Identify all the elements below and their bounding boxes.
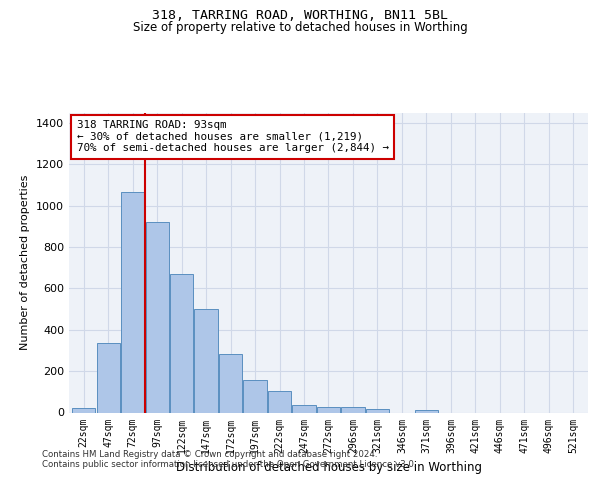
Bar: [268, 391, 291, 412]
Bar: [97, 343, 120, 412]
Bar: [292, 404, 316, 412]
Text: 318, TARRING ROAD, WORTHING, BN11 5BL: 318, TARRING ROAD, WORTHING, BN11 5BL: [152, 9, 448, 22]
Text: 318 TARRING ROAD: 93sqm
← 30% of detached houses are smaller (1,219)
70% of semi: 318 TARRING ROAD: 93sqm ← 30% of detache…: [77, 120, 389, 153]
Bar: [244, 380, 266, 412]
Bar: [219, 354, 242, 412]
Text: Contains HM Land Registry data © Crown copyright and database right 2024.
Contai: Contains HM Land Registry data © Crown c…: [42, 450, 416, 469]
Bar: [72, 408, 95, 412]
Bar: [170, 274, 193, 412]
Bar: [415, 410, 438, 412]
Bar: [194, 309, 218, 412]
X-axis label: Distribution of detached houses by size in Worthing: Distribution of detached houses by size …: [176, 461, 482, 474]
Text: Size of property relative to detached houses in Worthing: Size of property relative to detached ho…: [133, 22, 467, 35]
Bar: [317, 408, 340, 412]
Bar: [146, 222, 169, 412]
Y-axis label: Number of detached properties: Number of detached properties: [20, 175, 31, 350]
Bar: [121, 192, 144, 412]
Bar: [366, 409, 389, 412]
Bar: [341, 408, 365, 412]
